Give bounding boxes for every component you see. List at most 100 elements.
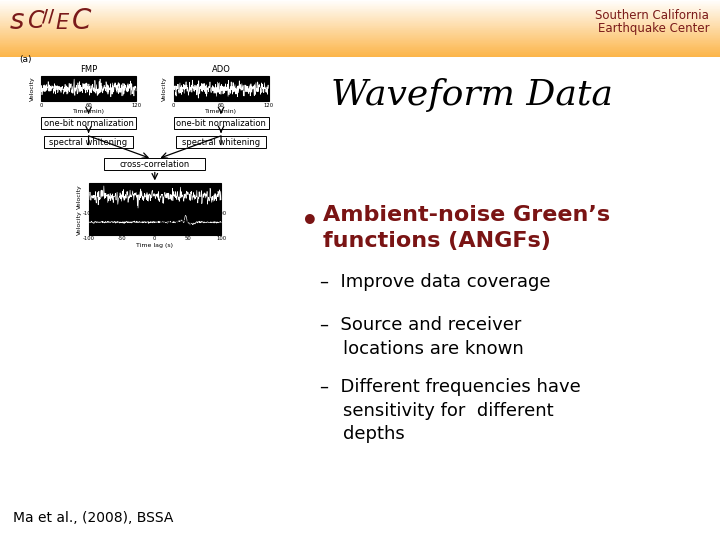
Text: Velocity: Velocity [30,76,35,101]
Bar [0,18,720,19]
FancyBboxPatch shape [41,117,136,129]
FancyBboxPatch shape [176,136,266,148]
Text: -50: -50 [117,237,126,241]
Text: Earthquake Center: Earthquake Center [598,22,709,35]
Text: one-bit normalization: one-bit normalization [44,119,133,127]
Text: 0: 0 [172,103,175,108]
Text: Velocity: Velocity [78,210,82,234]
Bar [0,27,720,28]
Text: 100: 100 [216,211,226,215]
Bar [0,4,720,5]
Bar [0,13,720,14]
FancyBboxPatch shape [104,158,205,170]
Bar [0,17,720,18]
Bar [0,36,720,37]
Text: FMP: FMP [80,64,97,73]
Bar [0,38,720,39]
Text: -100: -100 [83,211,94,215]
Bar [0,21,720,22]
Text: (a): (a) [19,55,32,64]
Bar [0,9,720,10]
Text: Velocity: Velocity [163,76,167,101]
Text: –  Different frequencies have
    sensitivity for  different
    depths: – Different frequencies have sensitivity… [320,378,581,443]
FancyBboxPatch shape [174,76,269,102]
Bar [0,6,720,7]
Text: 0: 0 [153,237,156,241]
Text: 0: 0 [40,103,42,108]
Text: 60: 60 [217,103,225,108]
Text: one month
stacking: one month stacking [160,207,202,227]
Text: $\it{s}$: $\it{s}$ [9,6,24,35]
Bar [0,19,720,20]
Text: 50: 50 [184,237,192,241]
Text: Time lag (s): Time lag (s) [136,243,174,248]
Text: Ma et al., (2008), BSSA: Ma et al., (2008), BSSA [13,511,174,525]
Bar [0,33,720,34]
Bar [0,28,720,29]
Bar [0,20,720,21]
Bar [0,25,720,26]
Bar [0,53,720,54]
Bar [0,1,720,2]
Bar [0,50,720,51]
Text: $\it{C}$: $\it{C}$ [27,9,46,32]
Bar [0,46,720,47]
Bar [0,34,720,35]
Bar [0,51,720,52]
Bar [0,54,720,55]
Text: -50: -50 [117,211,126,215]
Text: –  Source and receiver
    locations are known: – Source and receiver locations are know… [320,316,524,357]
Bar [0,8,720,9]
Bar [0,32,720,33]
Bar [0,15,720,16]
Text: 50: 50 [184,211,192,215]
Text: Time lag (s): Time lag (s) [136,217,174,222]
Text: 120: 120 [264,103,274,108]
FancyBboxPatch shape [89,210,221,235]
Bar [0,35,720,36]
Bar [0,42,720,43]
Text: Velocity: Velocity [78,184,82,208]
Text: Time(min): Time(min) [73,109,104,114]
Bar [0,45,720,46]
Text: cross-correlation: cross-correlation [120,160,190,169]
Text: 120: 120 [131,103,141,108]
Text: –  Improve data coverage: – Improve data coverage [320,273,551,291]
Bar [0,12,720,13]
Bar [0,41,720,42]
Text: 100: 100 [216,237,226,241]
FancyBboxPatch shape [44,136,133,148]
Bar [0,10,720,11]
Text: one-bit normalization: one-bit normalization [176,119,266,127]
Bar [0,57,720,540]
FancyBboxPatch shape [89,184,221,209]
Text: spectral whitening: spectral whitening [50,138,127,146]
Bar [0,7,720,8]
Text: //: // [42,7,54,25]
Text: -100: -100 [83,237,94,241]
Bar [0,48,720,49]
Bar [0,49,720,50]
Bar [0,55,720,56]
Text: Time(min): Time(min) [205,109,237,114]
Bar [0,26,720,27]
Bar [0,14,720,15]
Bar [0,40,720,41]
Bar [0,16,720,17]
Text: 0: 0 [153,211,156,215]
Bar [0,5,720,6]
Bar [0,56,720,57]
Bar [0,31,720,32]
Bar [0,0,720,1]
Bar [0,37,720,38]
Bar [0,30,720,31]
Bar [0,44,720,45]
FancyBboxPatch shape [174,117,269,129]
Bar [0,23,720,24]
Text: ADO: ADO [212,64,230,73]
Text: spectral whitening: spectral whitening [182,138,260,146]
Text: Southern California: Southern California [595,9,709,22]
Bar [0,22,720,23]
Bar [0,2,720,3]
Bar [0,47,720,48]
